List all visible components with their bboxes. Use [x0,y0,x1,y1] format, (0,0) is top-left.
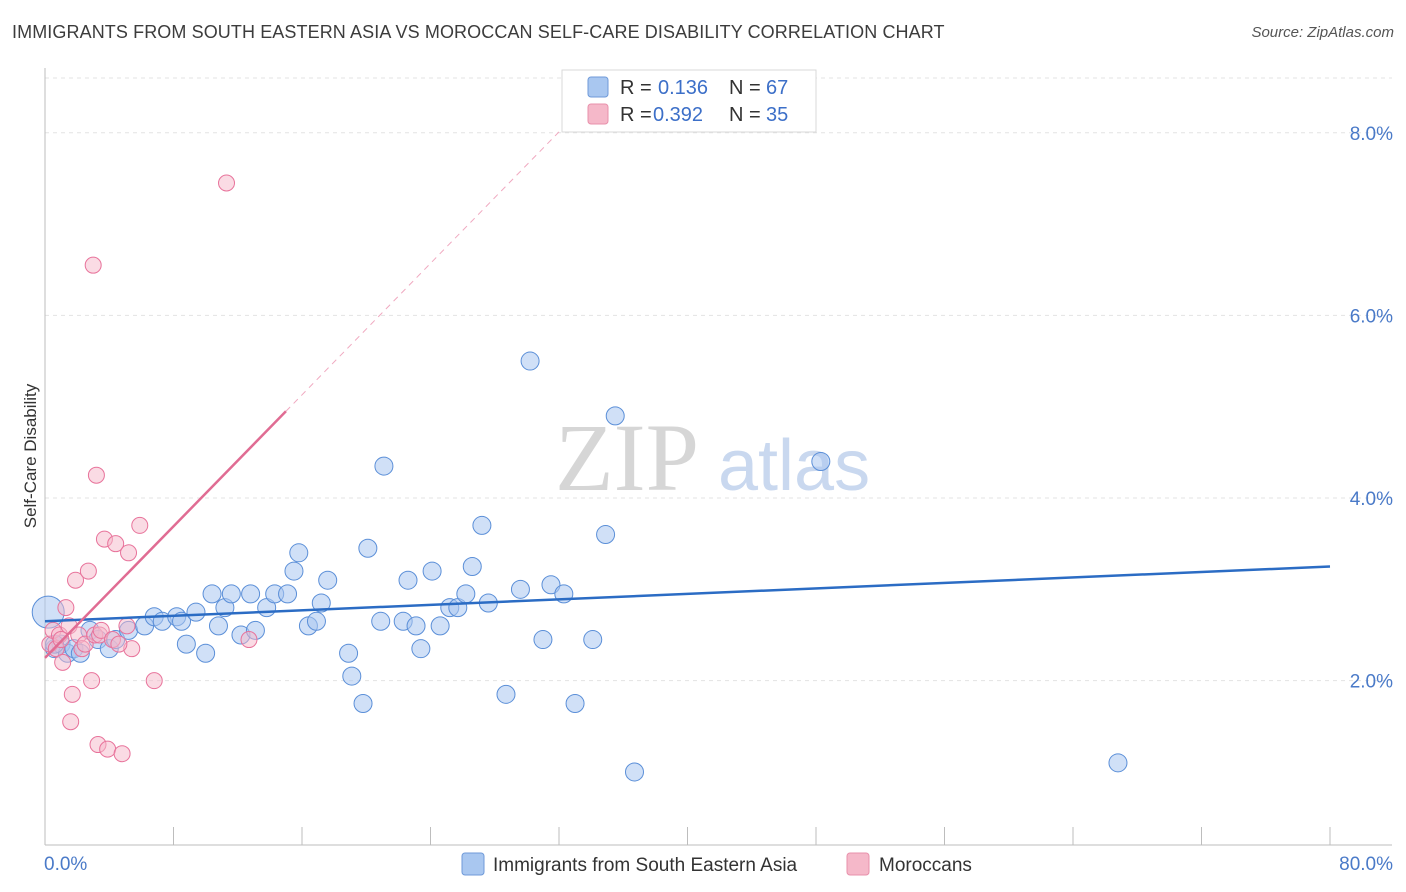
data-point-moroccans [87,466,105,484]
legend-r-label-1: R = [620,77,652,99]
data-point-immigrants [289,543,309,563]
y-tick-label: 2.0% [1350,672,1393,693]
data-point-immigrants [565,693,585,713]
data-point-immigrants [342,666,362,686]
data-point-moroccans [79,562,97,580]
data-point-moroccans [54,653,72,671]
watermark-atlas: atlas [718,426,870,506]
data-point-immigrants [311,593,331,613]
data-point-immigrants [358,538,378,558]
data-point-immigrants [596,525,616,545]
legend-swatch-moroccans [846,852,870,876]
trend-line-immigrants [44,565,1331,623]
trend-line-moroccans-extension [285,131,560,412]
data-point-immigrants [284,561,304,581]
data-point-moroccans [57,599,75,617]
data-point-moroccans [240,631,258,649]
data-point-moroccans [67,571,85,589]
data-point-immigrants [318,570,338,590]
data-point-moroccans [62,713,80,731]
data-point-moroccans [107,535,125,553]
data-point-moroccans [92,621,110,639]
data-point-immigrants [472,515,492,535]
data-point-immigrants [624,762,644,782]
legend-n-label-1: N = [729,77,761,99]
data-point-immigrants [520,351,540,371]
data-point-moroccans [113,745,131,763]
data-point-immigrants [496,684,516,704]
data-point-immigrants [456,584,476,604]
data-point-immigrants [541,575,561,595]
legend-n-value-1: 67 [766,77,788,99]
data-point-immigrants [583,630,603,650]
data-point-immigrants [411,639,431,659]
data-point-immigrants [186,602,206,622]
data-point-moroccans [99,740,117,758]
data-point-immigrants [176,634,196,654]
correlation-legend: R = 0.136 N = 67 R = 0.392 N = 35 [561,69,817,133]
y-tick-label: 4.0% [1350,489,1393,510]
legend-r-label-2: R = [620,104,652,126]
data-point-moroccans [120,544,138,562]
y-tick-label: 8.0% [1350,124,1393,145]
data-point-moroccans [145,672,163,690]
source-label: Source: ZipAtlas.com [1251,24,1394,41]
data-point-immigrants [605,406,625,426]
data-point-immigrants [811,452,831,471]
data-point-immigrants [1108,753,1128,773]
watermark-zip: ZIP [555,404,699,511]
tick-labels: 2.0% 4.0% 6.0% 8.0% 0.0% 80.0% [44,124,1393,875]
legend-label-moroccans: Moroccans [879,855,972,876]
data-point-moroccans [218,174,236,192]
legend-n-value-2: 35 [766,104,788,126]
axes [44,68,1392,846]
data-point-immigrants [430,616,450,636]
x-tick-label-max: 80.0% [1339,854,1393,875]
data-point-moroccans [118,617,136,635]
trend-lines [44,131,1331,659]
trend-line-moroccans [44,410,287,659]
data-point-moroccans [63,685,81,703]
chart-title: IMMIGRANTS FROM SOUTH EASTERN ASIA VS MO… [12,22,945,42]
data-point-immigrants [221,584,241,604]
data-point-immigrants [306,611,326,631]
data-point-immigrants [278,584,298,604]
data-point-immigrants [196,643,216,663]
x-tick-label-min: 0.0% [44,854,87,875]
watermark: ZIP atlas [555,404,870,511]
data-point-immigrants [406,616,426,636]
legend-swatch-blue [587,76,609,98]
data-point-moroccans [131,516,149,534]
data-point-immigrants [462,557,482,577]
legend-r-value-1: 0.136 [658,77,708,99]
data-point-immigrants [374,456,394,476]
y-axis-label: Self-Care Disability [21,383,40,528]
legend-label-immigrants: Immigrants from South Eastern Asia [493,855,798,876]
data-point-immigrants [208,616,228,636]
data-point-immigrants [533,630,553,650]
data-point-moroccans [84,256,102,274]
data-point-immigrants [241,584,261,604]
y-tick-label: 6.0% [1350,306,1393,327]
data-point-immigrants [398,570,418,590]
legend-r-value-2: 0.392 [653,104,703,126]
series-moroccans-points [41,174,258,763]
data-point-immigrants [353,693,373,713]
legend-swatch-immigrants [461,852,485,876]
data-point-moroccans [110,635,128,653]
series-legend: Immigrants from South Eastern Asia Moroc… [461,852,972,876]
data-point-immigrants [371,611,391,631]
data-point-immigrants [202,584,222,604]
data-point-moroccans [83,672,101,690]
data-point-immigrants [339,643,359,663]
data-point-immigrants [510,579,530,599]
legend-swatch-pink [587,103,609,125]
data-point-immigrants [422,561,442,581]
legend-n-label-2: N = [729,104,761,126]
